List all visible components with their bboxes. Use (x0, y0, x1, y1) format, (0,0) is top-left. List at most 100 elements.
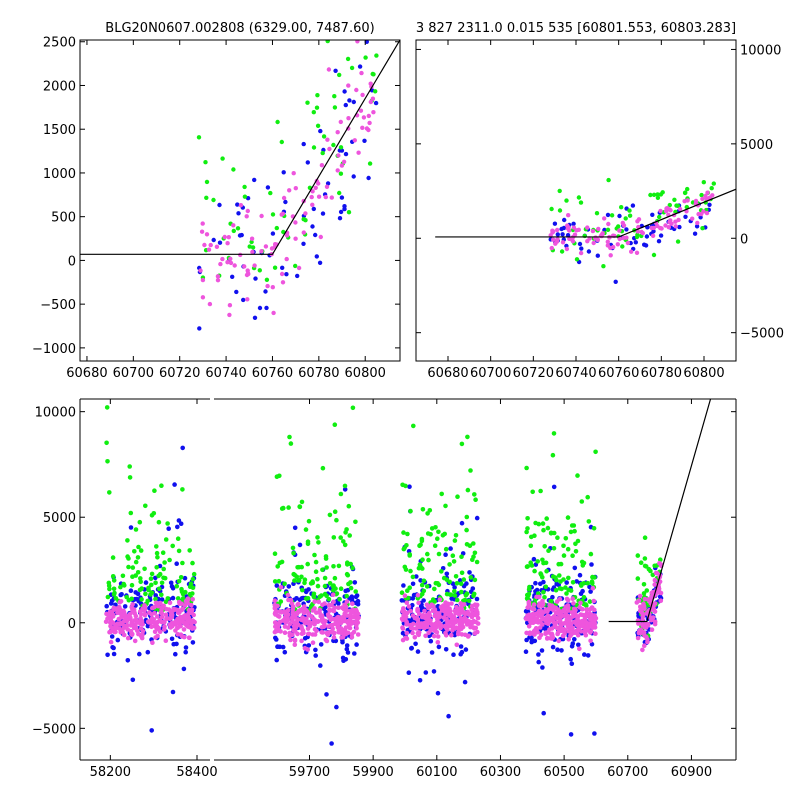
data-point-green (373, 89, 378, 94)
data-point-blue (650, 212, 655, 217)
data-point-green (575, 473, 580, 478)
data-point-green (320, 465, 326, 471)
data-point-green (425, 551, 430, 557)
data-point-blue (263, 289, 268, 294)
data-point-blue (571, 221, 576, 226)
data-point-green (374, 53, 379, 58)
data-point-magenta (132, 638, 138, 644)
data-point-blue (325, 181, 331, 186)
data-point-magenta (531, 602, 537, 607)
data-point-green (635, 553, 641, 558)
data-point-green (345, 562, 350, 567)
data-point-magenta (530, 620, 536, 625)
data-point-magenta (582, 630, 588, 636)
data-point-green (546, 548, 551, 553)
data-point-green (121, 581, 126, 587)
data-point-magenta (569, 610, 575, 615)
data-point-magenta (350, 601, 355, 606)
data-point-green (133, 559, 139, 565)
data-point-green (331, 583, 336, 588)
data-point-blue (555, 232, 560, 237)
data-point-blue (373, 100, 379, 106)
data-point-green (315, 576, 320, 582)
data-point-green (135, 570, 141, 575)
data-point-magenta (279, 271, 285, 277)
data-point-magenta (320, 619, 326, 625)
data-point-green (542, 544, 547, 549)
data-point-magenta (339, 627, 344, 633)
data-point-green (642, 556, 648, 561)
data-point-green (137, 519, 143, 525)
data-point-green (443, 503, 448, 509)
model-curve (435, 188, 736, 238)
x-tick-label: 58200 (90, 765, 131, 780)
data-point-green (464, 542, 470, 547)
data-point-blue (128, 588, 134, 593)
data-point-green (538, 572, 544, 577)
data-point-magenta (555, 227, 560, 233)
data-point-blue (443, 647, 449, 652)
data-point-magenta (558, 623, 564, 628)
data-point-green (111, 578, 117, 583)
data-point-green (470, 557, 475, 562)
data-point-green (709, 186, 714, 191)
data-point-green (306, 518, 312, 524)
data-point-green (569, 523, 575, 528)
data-point-green (294, 574, 300, 580)
data-point-green (593, 449, 598, 455)
data-point-magenta (549, 626, 555, 631)
data-point-magenta (415, 592, 421, 598)
data-point-magenta (244, 214, 249, 219)
data-point-green (459, 554, 464, 559)
data-point-blue (564, 580, 569, 585)
x-tick-label: 60300 (480, 765, 521, 780)
data-point-magenta (651, 604, 656, 609)
data-point-magenta (132, 611, 137, 616)
data-point-magenta (533, 616, 538, 622)
data-point-magenta (588, 629, 594, 634)
data-point-green (165, 596, 171, 601)
data-point-green (105, 459, 110, 464)
data-point-magenta (459, 626, 464, 632)
data-point-magenta (625, 240, 631, 246)
data-point-magenta (337, 618, 342, 623)
data-point-green (104, 405, 110, 410)
data-point-blue (334, 704, 339, 710)
data-point-magenta (326, 67, 332, 72)
y-tick-label: 2500 (43, 36, 76, 51)
data-point-magenta (113, 625, 118, 630)
data-point-blue (423, 670, 429, 675)
data-point-green (299, 499, 305, 505)
data-point-magenta (465, 634, 471, 639)
data-point-green (276, 578, 282, 584)
data-point-blue (343, 102, 348, 108)
data-point-green (331, 564, 336, 569)
data-point-magenta (117, 626, 122, 631)
data-point-magenta (642, 596, 648, 602)
data-point-magenta (617, 228, 622, 233)
data-point-green (313, 559, 319, 565)
data-point-green (557, 208, 563, 213)
data-point-magenta (536, 594, 542, 600)
data-point-magenta (682, 199, 687, 204)
data-point-magenta (200, 295, 206, 300)
data-point-blue (111, 651, 117, 657)
data-point-green (472, 550, 478, 556)
data-point-blue (451, 652, 456, 657)
x-tick-label: 59700 (289, 765, 330, 780)
data-point-magenta (673, 219, 678, 224)
data-point-magenta (544, 636, 550, 641)
data-point-blue (467, 570, 472, 575)
data-point-magenta (677, 206, 683, 212)
data-point-magenta (695, 220, 700, 226)
data-point-magenta (227, 312, 232, 318)
data-point-magenta (592, 613, 597, 618)
data-point-magenta (207, 301, 213, 307)
data-point-green (532, 568, 537, 574)
data-point-green (548, 530, 554, 536)
data-point-green (564, 198, 569, 203)
data-point-magenta (128, 623, 134, 628)
data-point-green (345, 56, 351, 62)
data-point-blue (340, 639, 345, 645)
data-point-magenta (227, 303, 233, 308)
